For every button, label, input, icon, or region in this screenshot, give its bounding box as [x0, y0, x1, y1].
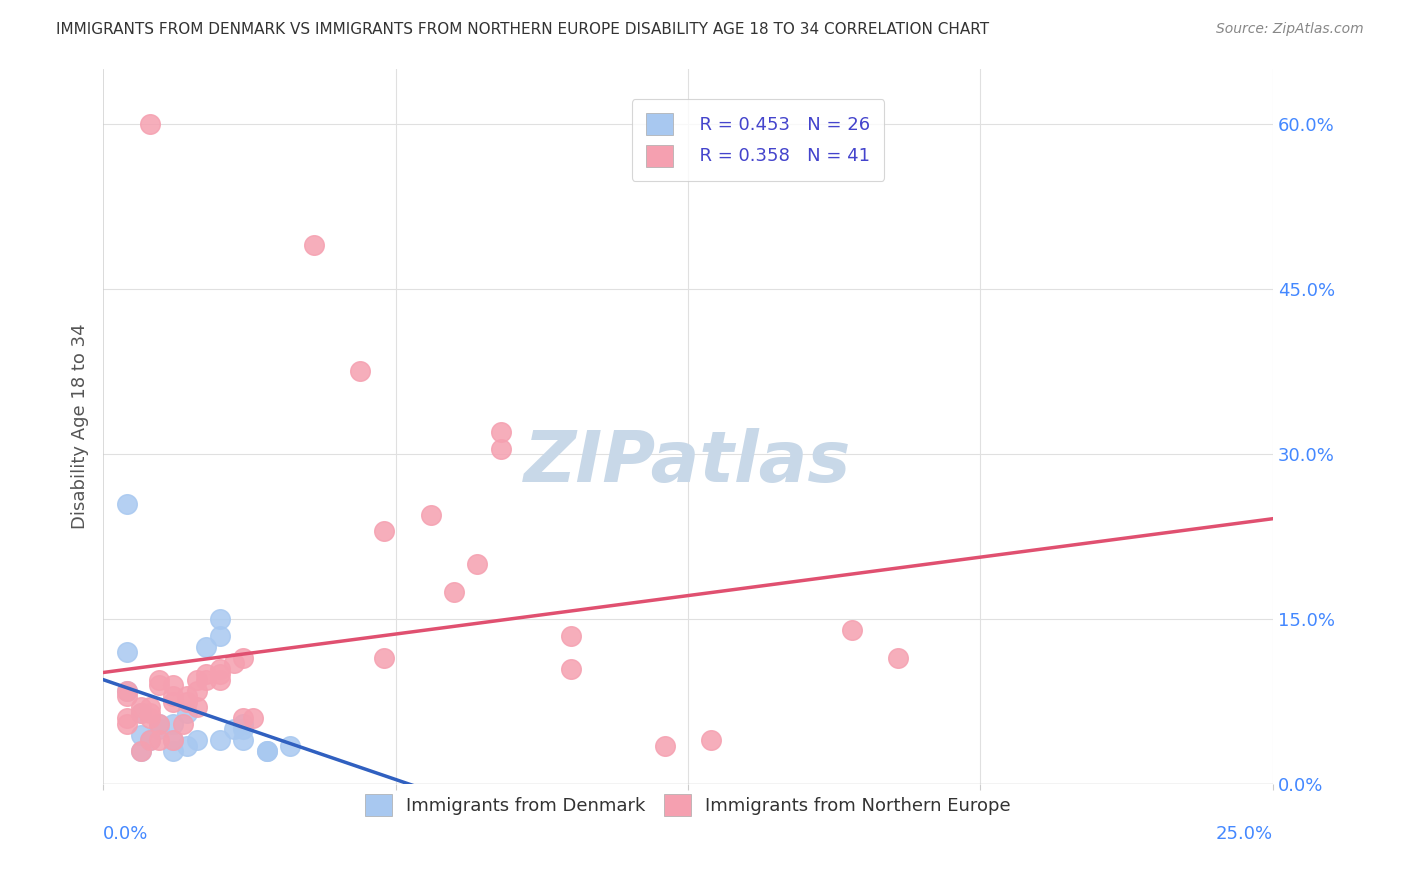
- Point: [278, 739, 301, 753]
- Point: [115, 690, 138, 704]
- Point: [176, 690, 198, 704]
- Point: [139, 711, 162, 725]
- Text: 25.0%: 25.0%: [1216, 824, 1272, 843]
- Point: [148, 716, 170, 731]
- Point: [700, 733, 723, 747]
- Point: [148, 716, 170, 731]
- Point: [654, 739, 676, 753]
- Point: [349, 364, 371, 378]
- Point: [209, 629, 232, 643]
- Point: [148, 673, 170, 687]
- Point: [162, 733, 184, 747]
- Point: [129, 744, 152, 758]
- Point: [172, 716, 194, 731]
- Point: [373, 650, 395, 665]
- Point: [209, 612, 232, 626]
- Point: [841, 624, 863, 638]
- Point: [148, 733, 170, 747]
- Point: [139, 733, 162, 747]
- Point: [162, 695, 184, 709]
- Point: [162, 744, 184, 758]
- Point: [232, 711, 254, 725]
- Point: [419, 508, 441, 522]
- Point: [162, 690, 184, 704]
- Point: [195, 640, 218, 654]
- Point: [148, 678, 170, 692]
- Point: [232, 716, 254, 731]
- Point: [176, 706, 198, 720]
- Point: [887, 650, 910, 665]
- Point: [209, 662, 232, 676]
- Point: [195, 673, 218, 687]
- Point: [129, 706, 152, 720]
- Point: [232, 733, 254, 747]
- Point: [129, 700, 152, 714]
- Point: [129, 744, 152, 758]
- Point: [186, 700, 208, 714]
- Point: [186, 733, 208, 747]
- Text: IMMIGRANTS FROM DENMARK VS IMMIGRANTS FROM NORTHERN EUROPE DISABILITY AGE 18 TO : IMMIGRANTS FROM DENMARK VS IMMIGRANTS FR…: [56, 22, 990, 37]
- Point: [224, 723, 246, 737]
- Point: [209, 667, 232, 681]
- Point: [560, 629, 582, 643]
- Y-axis label: Disability Age 18 to 34: Disability Age 18 to 34: [72, 324, 89, 529]
- Point: [209, 673, 232, 687]
- Point: [139, 733, 162, 747]
- Point: [467, 557, 489, 571]
- Point: [209, 733, 232, 747]
- Text: 0.0%: 0.0%: [103, 824, 149, 843]
- Point: [186, 683, 208, 698]
- Point: [256, 744, 278, 758]
- Point: [443, 584, 465, 599]
- Legend: Immigrants from Denmark, Immigrants from Northern Europe: Immigrants from Denmark, Immigrants from…: [356, 786, 1019, 825]
- Point: [139, 117, 162, 131]
- Point: [242, 711, 264, 725]
- Point: [115, 683, 138, 698]
- Point: [115, 716, 138, 731]
- Point: [256, 744, 278, 758]
- Point: [129, 728, 152, 742]
- Point: [232, 650, 254, 665]
- Point: [489, 442, 512, 456]
- Point: [115, 645, 138, 659]
- Point: [139, 700, 162, 714]
- Point: [162, 733, 184, 747]
- Point: [129, 706, 152, 720]
- Point: [148, 723, 170, 737]
- Point: [489, 425, 512, 439]
- Point: [115, 711, 138, 725]
- Point: [176, 739, 198, 753]
- Point: [373, 524, 395, 538]
- Text: ZIPatlas: ZIPatlas: [524, 428, 852, 497]
- Point: [186, 673, 208, 687]
- Point: [560, 662, 582, 676]
- Point: [162, 716, 184, 731]
- Point: [139, 706, 162, 720]
- Point: [195, 667, 218, 681]
- Text: Source: ZipAtlas.com: Source: ZipAtlas.com: [1216, 22, 1364, 37]
- Point: [162, 678, 184, 692]
- Point: [176, 695, 198, 709]
- Point: [232, 723, 254, 737]
- Point: [302, 237, 325, 252]
- Point: [115, 683, 138, 698]
- Point: [224, 657, 246, 671]
- Point: [115, 497, 138, 511]
